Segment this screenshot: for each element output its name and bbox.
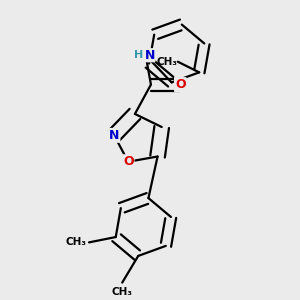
Text: O: O <box>175 78 186 91</box>
Text: N: N <box>144 49 155 62</box>
Text: CH₃: CH₃ <box>65 237 86 248</box>
Text: H: H <box>134 50 143 59</box>
Text: N: N <box>109 129 119 142</box>
Text: CH₃: CH₃ <box>112 286 133 297</box>
Text: O: O <box>123 155 134 168</box>
Text: CH₃: CH₃ <box>157 57 178 67</box>
